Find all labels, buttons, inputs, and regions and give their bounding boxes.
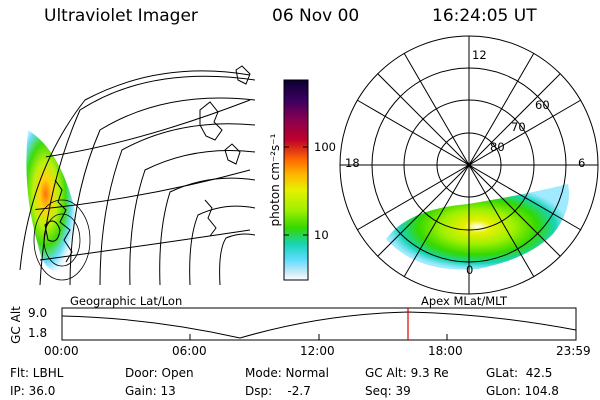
altitude-ylabel: GC Alt [9, 306, 23, 344]
geo-aurora-emission [26, 130, 82, 273]
dsp-info: Dsp: -2.7 [245, 384, 311, 398]
geographic-map [19, 65, 256, 285]
polar-lat-60: 60 [535, 98, 550, 112]
colorbar-unit-label: photon cm⁻²s⁻¹ [268, 133, 282, 227]
glat-info: GLat: 42.5 [486, 366, 553, 380]
altitude-xtick-0000: 00:00 [44, 344, 79, 358]
colorbar [283, 79, 309, 281]
polar-lat-70: 70 [511, 120, 526, 134]
altitude-ytick-9: 9.0 [28, 306, 48, 320]
polar-aurora-oval [386, 184, 569, 270]
time-label: 16:24:05 UT [432, 6, 537, 26]
instrument-title: Ultraviolet Imager [44, 6, 198, 26]
glon-info: GLon: 104.8 [486, 384, 559, 398]
altitude-curve [61, 311, 577, 339]
altitude-xtick-1800: 18:00 [428, 344, 463, 358]
ip-info: IP: 36.0 [10, 384, 56, 398]
altitude-ytick-1-8: 1.8 [28, 326, 48, 340]
polar-plot [339, 35, 599, 295]
filter-info: Flt: LBHL [10, 366, 64, 380]
polar-lat-80: 80 [490, 140, 505, 154]
altitude-plot [61, 307, 577, 341]
polar-label-12: 12 [472, 48, 487, 62]
colorbar-tick-10: 10 [314, 228, 329, 242]
altitude-xtick-1200: 12:00 [300, 344, 335, 358]
polar-label-18: 18 [345, 156, 360, 170]
geo-panel-label: Geographic Lat/Lon [70, 294, 183, 308]
gc-alt-info: GC Alt: 9.3 Re [365, 366, 449, 380]
polar-panel-label: Apex MLat/MLT [421, 294, 508, 308]
polar-label-0: 0 [466, 263, 474, 277]
mode-info: Mode: Normal [245, 366, 329, 380]
colorbar-tick-100: 100 [314, 140, 336, 154]
polar-label-6: 6 [578, 156, 586, 170]
altitude-xtick-2359: 23:59 [556, 344, 591, 358]
date-label: 06 Nov 00 [272, 6, 360, 26]
door-info: Door: Open [125, 366, 194, 380]
gain-info: Gain: 13 [125, 384, 176, 398]
seq-info: Seq: 39 [365, 384, 411, 398]
altitude-xtick-0600: 06:00 [172, 344, 207, 358]
